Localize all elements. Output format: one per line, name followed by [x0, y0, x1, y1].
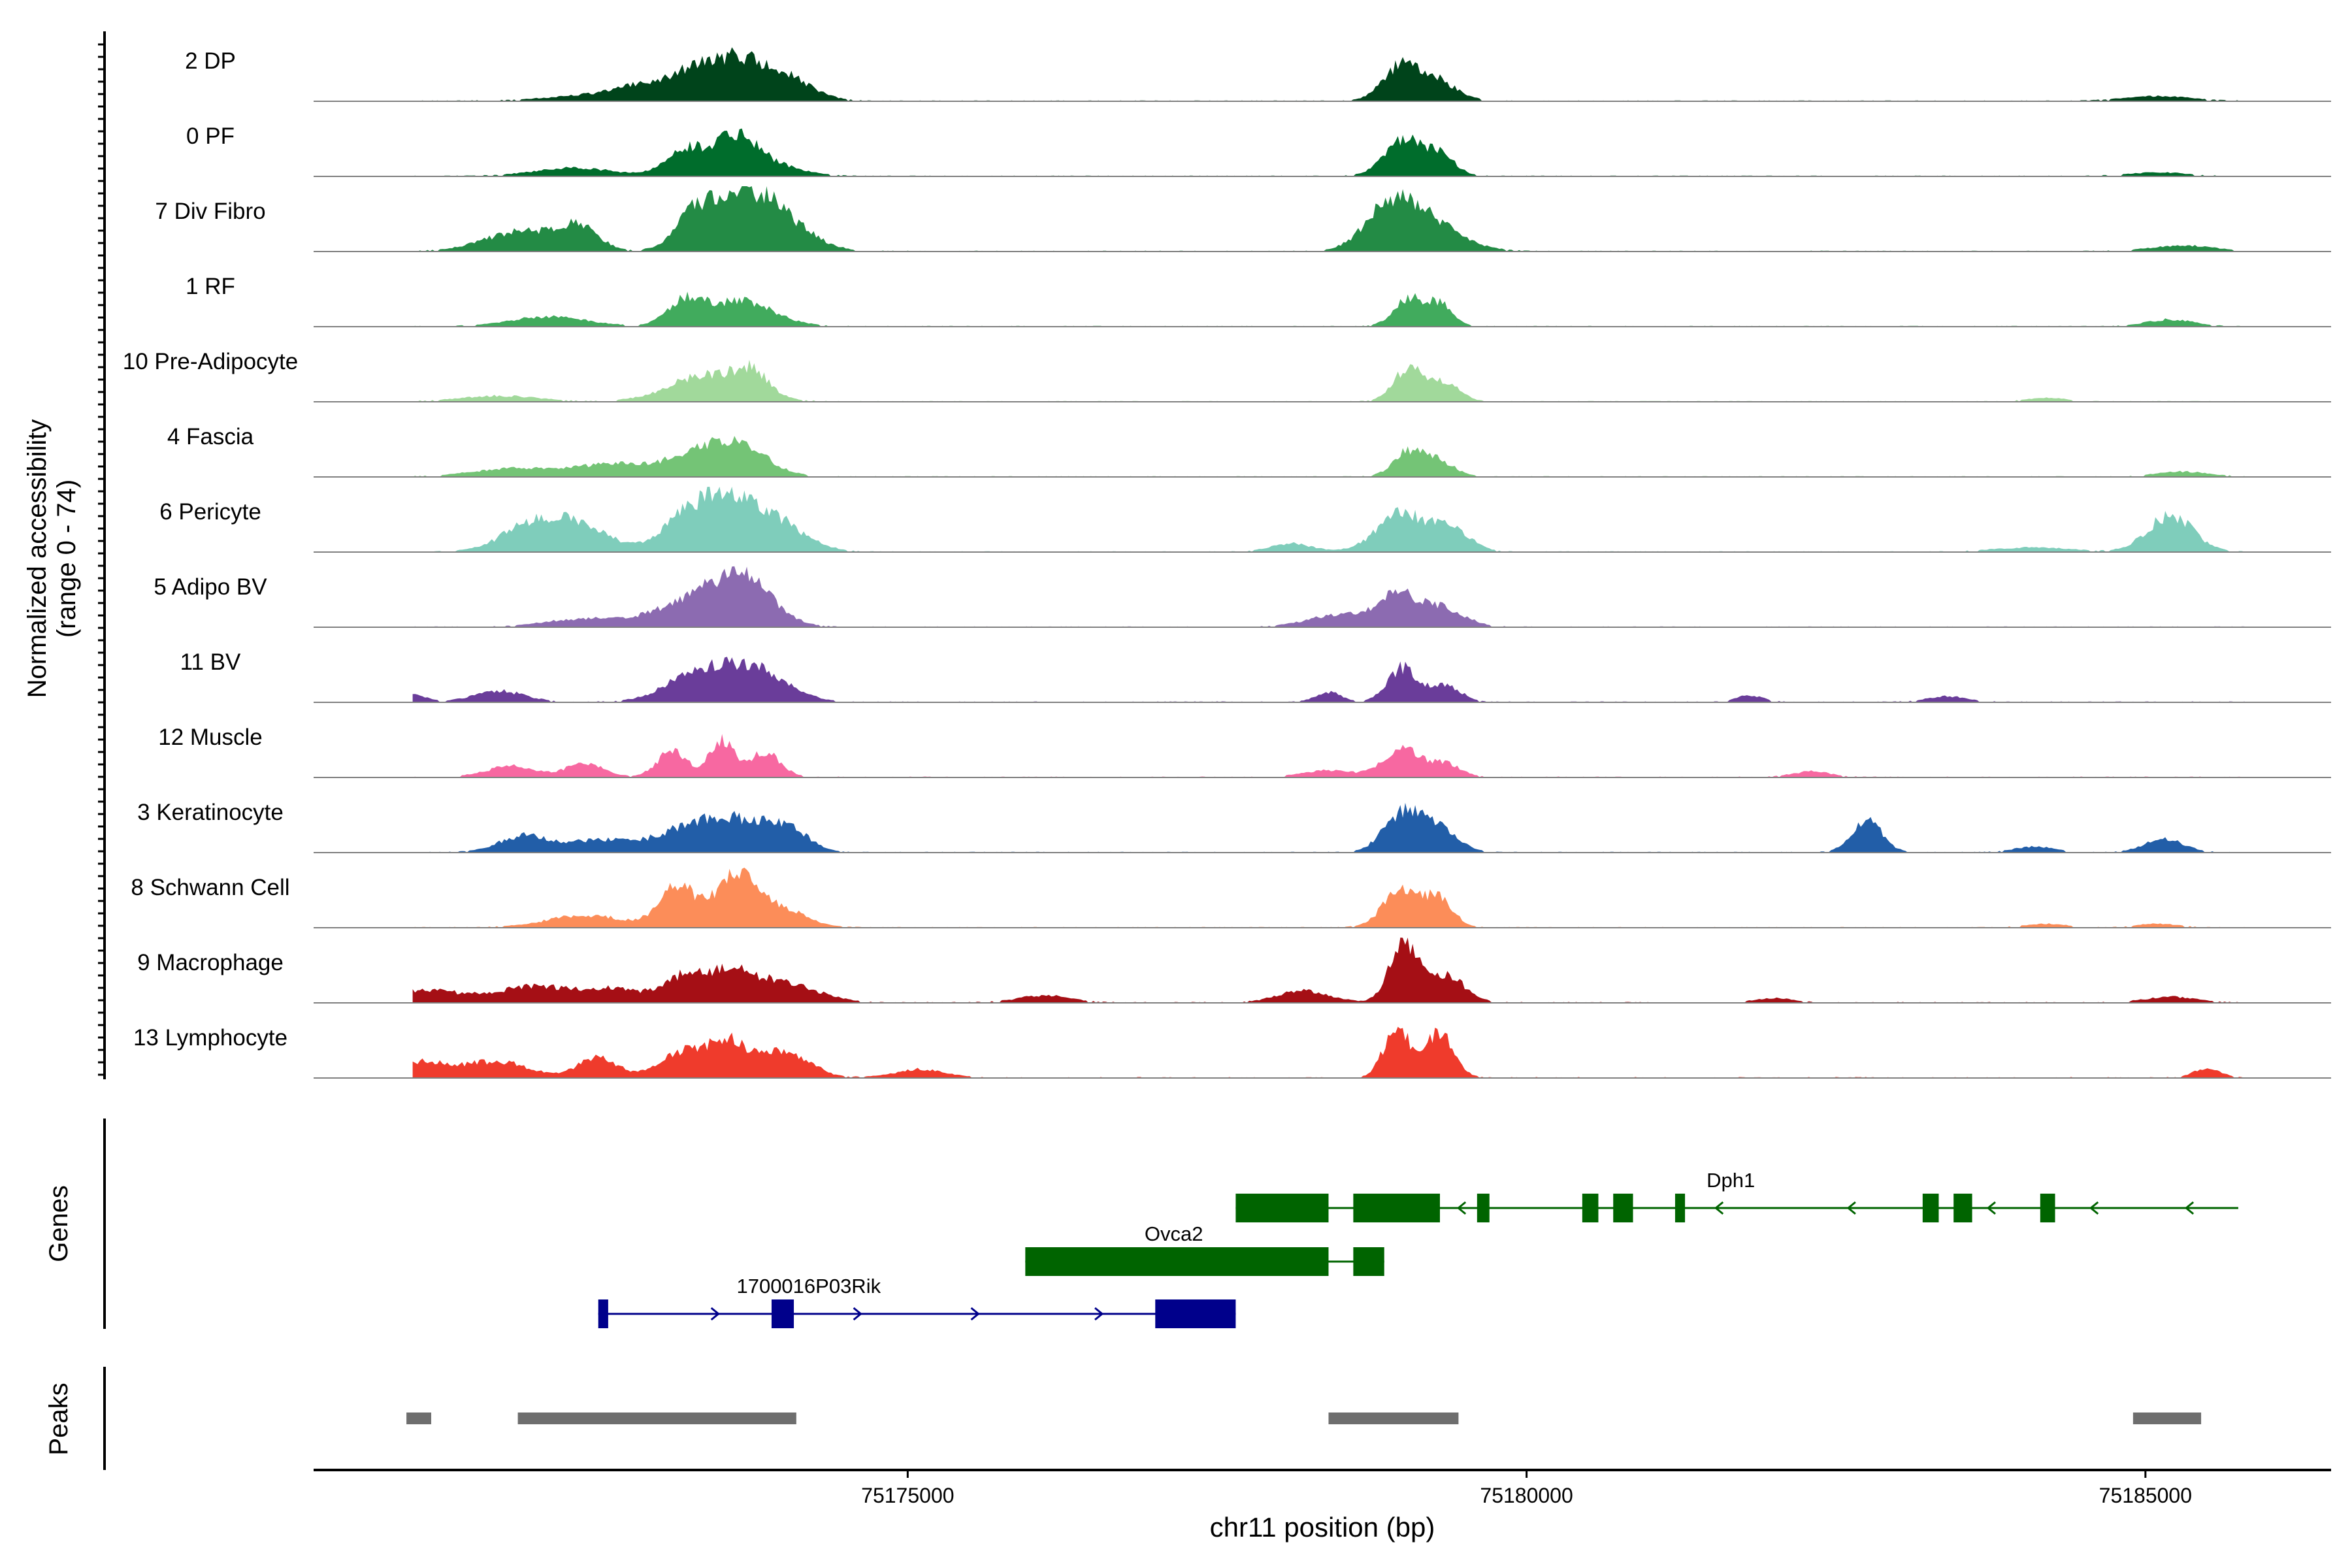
track-label: 12 Muscle	[158, 725, 263, 750]
coverage-area	[412, 436, 2245, 477]
track-label: 10 Pre-Adipocyte	[123, 349, 298, 374]
coverage-track: 2 DP	[185, 47, 2331, 102]
strand-arrow	[2089, 1201, 2099, 1215]
x-axis-ticks: 75175000 75180000 75185000	[861, 1470, 2192, 1507]
gene-model: Dph1	[1235, 1169, 2238, 1222]
peak-region	[2132, 1413, 2202, 1424]
peak-regions-track	[406, 1413, 2202, 1424]
track-label: 9 Macrophage	[137, 950, 284, 975]
y-axis-title-line2: (range 0 - 74)	[52, 480, 81, 638]
coverage-area	[412, 1026, 2245, 1078]
coverage-track: 5 Adipo BV	[154, 566, 2331, 628]
track-label: 11 BV	[180, 649, 241, 675]
coverage-area	[412, 566, 2245, 627]
gene-annotation-track: Dph1 Ovca2 1700016P03Rik	[598, 1169, 2238, 1328]
coverage-track: 9 Macrophage	[137, 938, 2331, 1004]
coverage-area	[412, 734, 2245, 777]
gene-exon	[1353, 1247, 1384, 1276]
strand-arrow	[970, 1307, 980, 1321]
coverage-area	[412, 487, 2245, 552]
strand-arrow	[1846, 1201, 1856, 1215]
peak-region	[406, 1413, 431, 1424]
coverage-tracks: 2 DP 0 PF 7 Div Fibro 1 RF 10 Pre-Adipocyte 4…	[123, 47, 2331, 1079]
coverage-track: 3 Keratinocyte	[137, 800, 2331, 853]
coverage-area	[412, 868, 2245, 928]
genes-panel-label: Genes	[44, 1185, 73, 1262]
coverage-track: 1 RF	[186, 274, 2331, 327]
gene-label: Ovca2	[1145, 1222, 1203, 1245]
gene-model: 1700016P03Rik	[598, 1275, 1236, 1328]
gene-exon	[1025, 1247, 1329, 1276]
track-label: 1 RF	[186, 274, 235, 299]
strand-arrow	[1456, 1201, 1467, 1215]
track-label: 2 DP	[185, 48, 236, 74]
gene-exon	[1155, 1299, 1236, 1328]
gene-exon	[1953, 1194, 1972, 1222]
gene-exon	[1674, 1194, 1686, 1222]
track-label: 7 Div Fibro	[155, 199, 265, 224]
track-label: 0 PF	[186, 123, 235, 149]
coverage-track: 4 Fascia	[167, 424, 2331, 478]
coverage-area	[412, 938, 2245, 1003]
x-axis-title: chr11 position (bp)	[1210, 1512, 1435, 1543]
coverage-area	[412, 291, 2245, 327]
track-label: 8 Schwann Cell	[131, 875, 289, 900]
x-tick-label: 75175000	[861, 1484, 954, 1507]
coverage-track: 6 Pericyte	[159, 487, 2331, 553]
coverage-area	[412, 128, 2245, 176]
gene-exon	[1613, 1194, 1633, 1222]
gene-label: 1700016P03Rik	[736, 1275, 881, 1298]
peak-region	[517, 1413, 796, 1424]
peak-region	[1328, 1413, 1459, 1424]
gene-exon	[1922, 1194, 1939, 1222]
track-label: 4 Fascia	[167, 424, 254, 449]
x-tick-label: 75185000	[2099, 1484, 2192, 1507]
coverage-area	[412, 359, 2245, 402]
gene-exon	[771, 1299, 794, 1328]
gene-model: Ovca2	[1025, 1222, 1384, 1276]
coverage-track: 10 Pre-Adipocyte	[123, 349, 2331, 402]
peaks-panel-label: Peaks	[44, 1382, 73, 1455]
track-label: 3 Keratinocyte	[137, 800, 284, 825]
gene-exon	[1235, 1194, 1329, 1222]
gene-exon	[1477, 1194, 1490, 1222]
strand-arrow	[1714, 1201, 1724, 1215]
x-tick-label: 75180000	[1480, 1484, 1573, 1507]
coverage-area	[412, 47, 2245, 101]
track-label: 13 Lymphocyte	[133, 1025, 287, 1051]
track-label: 6 Pericyte	[159, 499, 261, 525]
gene-exon	[1582, 1194, 1599, 1222]
gene-exon	[598, 1299, 608, 1328]
gene-exon	[2040, 1194, 2055, 1222]
strand-arrow	[853, 1307, 862, 1321]
strand-arrow	[1986, 1201, 1996, 1215]
coverage-track: 12 Muscle	[158, 725, 2331, 778]
accessibility-y-axis	[98, 31, 106, 1079]
y-axis-title-line1: Normalized accessibility	[23, 419, 52, 698]
coverage-area	[412, 802, 2245, 853]
coverage-track: 11 BV	[180, 649, 2331, 703]
coverage-area	[412, 657, 2245, 702]
track-label: 5 Adipo BV	[154, 574, 267, 600]
coverage-track: 8 Schwann Cell	[131, 868, 2331, 928]
coverage-track: 0 PF	[186, 123, 2331, 177]
coverage-area	[412, 186, 2245, 252]
coverage-track: 7 Div Fibro	[155, 186, 2331, 252]
strand-arrow	[710, 1307, 721, 1321]
gene-label: Dph1	[1707, 1169, 1755, 1192]
gene-exon	[1353, 1194, 1440, 1222]
coverage-track: 13 Lymphocyte	[133, 1025, 2331, 1079]
strand-arrow	[1094, 1307, 1104, 1321]
strand-arrow	[2184, 1201, 2195, 1215]
